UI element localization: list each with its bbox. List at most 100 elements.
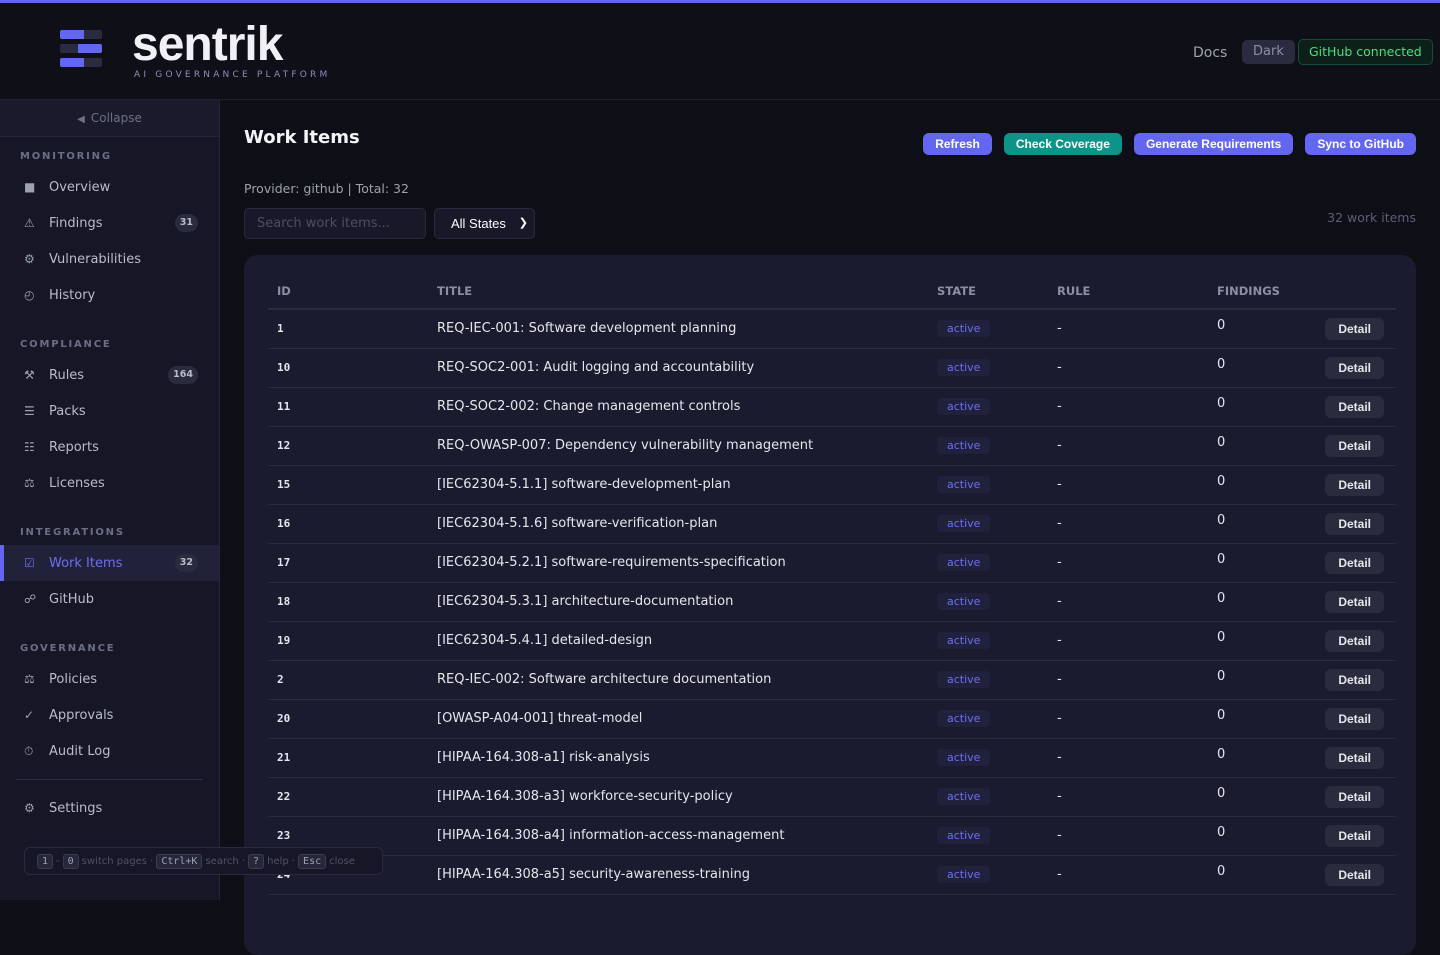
sidebar-item-packs[interactable]: ☰ Packs: [0, 393, 219, 429]
cell-state: active: [928, 777, 1048, 817]
sidebar-item-label: Rules: [49, 367, 85, 383]
detail-button[interactable]: Detail: [1325, 473, 1384, 496]
state-badge: active: [937, 749, 991, 766]
cell-title: [IEC62304-5.4.1] detailed-design: [428, 621, 928, 661]
sidebar-item-label: Approvals: [49, 707, 114, 723]
sidebar-item-approvals[interactable]: ✓ Approvals: [0, 697, 219, 733]
state-badge: active: [937, 437, 991, 454]
state-badge: active: [937, 476, 991, 493]
cell-id: 15: [268, 465, 428, 505]
cell-findings: 0 Detail: [1208, 738, 1396, 778]
state-badge: active: [937, 320, 991, 338]
cell-title: REQ-OWASP-007: Dependency vulnerability …: [428, 426, 928, 466]
cell-id: 16: [268, 504, 428, 544]
table-row: 23 [HIPAA-164.308-a4] information-access…: [268, 816, 1396, 856]
stopwatch-icon: ⏱: [24, 743, 34, 758]
sidebar-item-vulnerabilities[interactable]: ⚙ Vulnerabilities: [0, 241, 219, 277]
cell-findings: 0 Detail: [1208, 660, 1396, 700]
cell-findings: 0 Detail: [1208, 543, 1396, 583]
cell-findings: 0 Detail: [1208, 465, 1396, 505]
detail-button[interactable]: Detail: [1325, 317, 1384, 340]
sidebar-item-label: Policies: [49, 671, 98, 687]
sidebar-item-label: Reports: [49, 439, 99, 455]
detail-button[interactable]: Detail: [1325, 551, 1384, 574]
gear-icon: ⚙: [24, 252, 35, 266]
sidebar-item-github[interactable]: ☍ GitHub: [0, 581, 219, 617]
scale-icon: ⚖: [24, 672, 35, 686]
detail-button[interactable]: Detail: [1325, 824, 1384, 847]
cell-title: REQ-IEC-002: Software architecture docum…: [428, 660, 928, 700]
check-coverage-button[interactable]: Check Coverage: [1003, 133, 1122, 155]
page-title: Work Items: [244, 127, 360, 148]
collapse-button[interactable]: ◀ Collapse: [0, 100, 219, 137]
cell-findings: 0 Detail: [1208, 309, 1396, 349]
work-item-count: 32 work items: [1327, 210, 1416, 225]
sidebar-section-title: GOVERNANCE: [20, 643, 116, 654]
state-filter-select[interactable]: All States ❯: [434, 208, 535, 239]
cell-state: active: [928, 738, 1048, 778]
sidebar-item-work-items[interactable]: ☑ Work Items 32: [0, 545, 219, 581]
detail-button[interactable]: Detail: [1325, 707, 1384, 730]
generate-requirements-button[interactable]: Generate Requirements: [1133, 133, 1294, 155]
theme-toggle[interactable]: Dark: [1242, 40, 1295, 64]
refresh-button[interactable]: Refresh: [923, 133, 992, 155]
detail-button[interactable]: Detail: [1325, 512, 1384, 535]
sidebar-item-reports[interactable]: ☷ Reports: [0, 429, 219, 465]
sidebar-item-licenses[interactable]: ⚖ Licenses: [0, 465, 219, 501]
cell-state: active: [928, 348, 1048, 388]
square-icon: ■: [24, 180, 36, 194]
cell-title: REQ-SOC2-001: Audit logging and accounta…: [428, 348, 928, 388]
state-badge: active: [937, 710, 991, 727]
state-badge: active: [937, 554, 991, 571]
cell-state: active: [928, 387, 1048, 427]
sidebar-item-audit-log[interactable]: ⏱ Audit Log: [0, 733, 219, 769]
cell-state: active: [928, 699, 1048, 739]
sidebar: ◀ Collapse MONITORING ■ Overview ⚠ Findings 31…: [0, 100, 220, 900]
detail-button[interactable]: Detail: [1325, 434, 1384, 457]
check-icon: ✓: [24, 708, 35, 722]
sidebar-item-label: Packs: [49, 403, 86, 419]
detail-button[interactable]: Detail: [1325, 863, 1384, 886]
cell-rule: -: [1048, 309, 1208, 349]
count-badge: 31: [174, 214, 198, 232]
table-row: 24 [HIPAA-164.308-a5] security-awareness…: [268, 855, 1396, 895]
sidebar-item-rules[interactable]: ⚒ Rules 164: [0, 357, 219, 393]
count-badge: 164: [168, 366, 198, 384]
sidebar-item-settings[interactable]: ⚙ Settings: [24, 800, 103, 816]
hammer-icon: ⚒: [24, 368, 35, 382]
table-row: 12 REQ-OWASP-007: Dependency vulnerabili…: [268, 426, 1396, 466]
cell-state: active: [928, 465, 1048, 505]
sidebar-section-title: MONITORING: [20, 151, 112, 162]
table-row: 15 [IEC62304-5.1.1] software-development…: [268, 465, 1396, 505]
divider: [16, 779, 203, 780]
cell-rule: -: [1048, 348, 1208, 388]
search-input[interactable]: [244, 208, 426, 239]
detail-button[interactable]: Detail: [1325, 785, 1384, 808]
cell-findings: 0 Detail: [1208, 582, 1396, 622]
detail-button[interactable]: Detail: [1325, 590, 1384, 613]
state-badge: active: [937, 632, 991, 649]
sidebar-section-title: INTEGRATIONS: [20, 527, 125, 538]
chevron-down-icon: ❯: [518, 217, 528, 229]
brand-name: sentrik: [132, 18, 283, 71]
sidebar-item-history[interactable]: ◴ History: [0, 277, 219, 313]
table-row: 21 [HIPAA-164.308-a1] risk-analysis acti…: [268, 738, 1396, 778]
cell-rule: -: [1048, 660, 1208, 700]
detail-button[interactable]: Detail: [1325, 356, 1384, 379]
cell-rule: -: [1048, 387, 1208, 427]
sidebar-item-findings[interactable]: ⚠ Findings 31: [0, 205, 219, 241]
sync-to-github-button[interactable]: Sync to GitHub: [1305, 133, 1416, 155]
detail-button[interactable]: Detail: [1325, 395, 1384, 418]
detail-button[interactable]: Detail: [1325, 746, 1384, 769]
sidebar-item-overview[interactable]: ■ Overview: [0, 169, 219, 205]
sidebar-item-label: Overview: [49, 179, 111, 195]
provider-summary: Provider: github | Total: 32: [244, 181, 409, 196]
detail-button[interactable]: Detail: [1325, 629, 1384, 652]
detail-button[interactable]: Detail: [1325, 668, 1384, 691]
state-badge: active: [937, 827, 991, 844]
cell-title: [OWASP-A04-001] threat-model: [428, 699, 928, 739]
table-row: 20 [OWASP-A04-001] threat-model active -…: [268, 699, 1396, 739]
sidebar-item-label: GitHub: [49, 591, 95, 607]
sidebar-item-policies[interactable]: ⚖ Policies: [0, 661, 219, 697]
docs-link[interactable]: Docs: [1193, 45, 1228, 61]
